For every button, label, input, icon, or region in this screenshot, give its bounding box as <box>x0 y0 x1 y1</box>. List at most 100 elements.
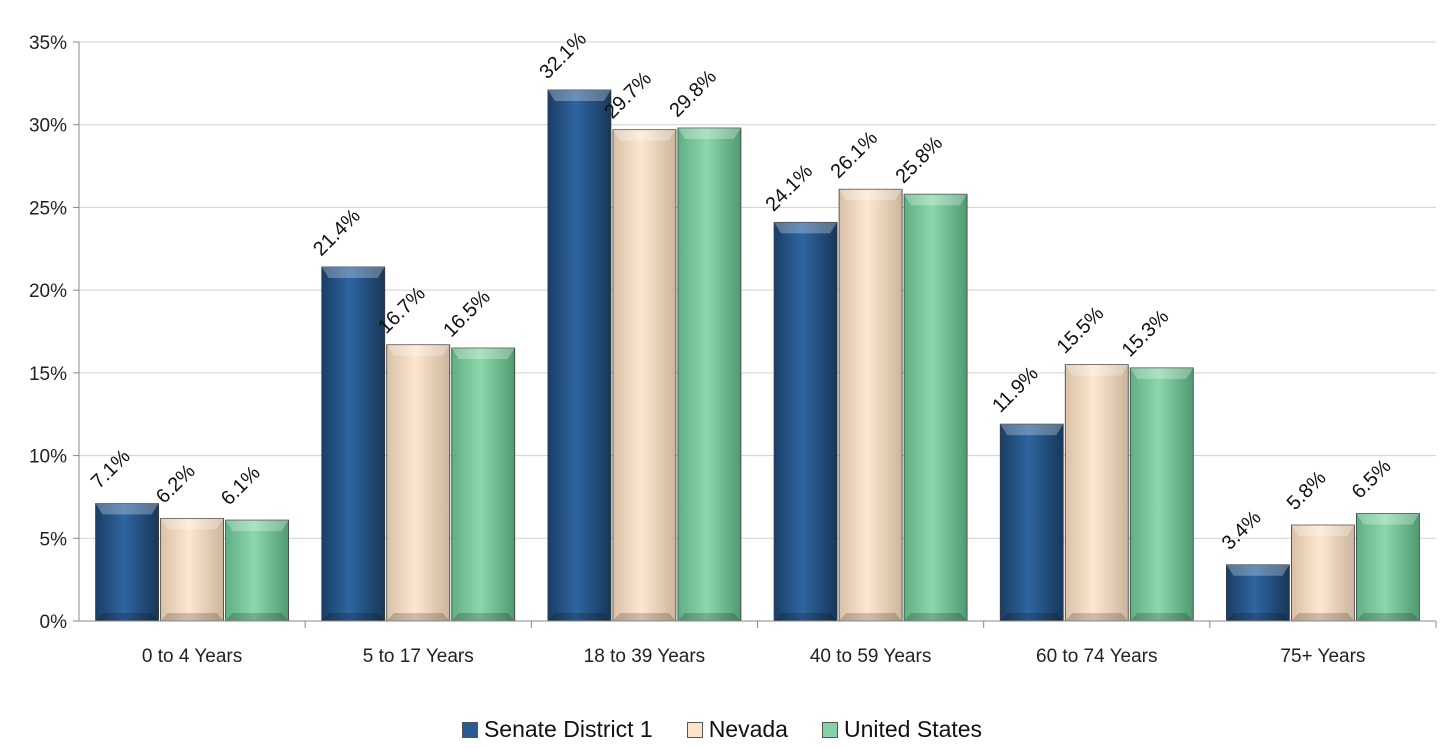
x-tick-label: 60 to 74 Years <box>1036 646 1158 667</box>
bar-body <box>160 518 224 622</box>
bar-body <box>1356 513 1420 622</box>
bar-bevel <box>612 129 676 141</box>
x-tick-label: 75+ Years <box>1280 646 1365 667</box>
bar-body <box>386 344 451 622</box>
y-tick-label: 35% <box>29 33 67 54</box>
bar-body <box>903 193 968 622</box>
bar <box>1291 524 1355 622</box>
bar <box>677 127 742 622</box>
bar <box>903 193 968 622</box>
age-distribution-chart: 0% 5% 10% 15% 20% 25% 30% 35% 7.1% 6.2% 6.1% 21.4%… <box>29 28 1437 667</box>
bar-bevel <box>1065 364 1129 376</box>
x-tick-label: 18 to 39 Years <box>584 646 706 667</box>
bar-shadow <box>904 613 968 621</box>
bar-bevel <box>386 344 450 356</box>
data-label: 6.2% <box>152 460 200 508</box>
data-label: 11.9% <box>988 362 1043 417</box>
legend-item: Nevada <box>686 716 788 743</box>
bar-shadow <box>547 613 611 621</box>
bar-shadow <box>95 613 159 621</box>
legend: Senate District 1 Nevada United States <box>0 716 1444 743</box>
bar-shadow <box>1356 613 1420 621</box>
data-label: 32.1% <box>535 28 591 84</box>
bar-bevel <box>1226 564 1290 576</box>
bar <box>225 519 289 622</box>
bar-body <box>999 423 1064 622</box>
bar-shadow <box>225 613 289 621</box>
bar-body <box>1064 364 1129 622</box>
data-label: 7.1% <box>87 445 135 493</box>
bar-bevel <box>225 520 289 532</box>
bar-shadow <box>1226 613 1290 621</box>
bar-bevel <box>1356 513 1420 525</box>
y-tick-label: 0% <box>40 612 68 633</box>
x-tick-label: 40 to 59 Years <box>810 646 932 667</box>
bar <box>95 503 159 622</box>
bar-bevel <box>839 189 903 201</box>
bar-body <box>225 519 289 622</box>
bar-body <box>1129 367 1194 622</box>
data-label: 6.5% <box>1348 455 1396 503</box>
data-label: 15.3% <box>1118 306 1174 362</box>
bar-bevel <box>774 222 838 234</box>
bar-bevel <box>677 128 741 140</box>
bar-body <box>773 221 838 622</box>
bar <box>773 221 838 622</box>
bar-body <box>1291 524 1355 622</box>
data-label: 15.5% <box>1053 302 1109 358</box>
bar <box>1226 564 1290 622</box>
bar <box>547 89 612 622</box>
bar <box>160 518 224 622</box>
data-label: 16.5% <box>439 286 495 342</box>
bar-shadow <box>839 613 903 621</box>
bar-bevel <box>1130 367 1194 379</box>
data-label: 6.1% <box>217 462 265 510</box>
bar <box>1064 364 1129 622</box>
data-label: 3.4% <box>1218 506 1266 554</box>
y-tick-label: 25% <box>29 198 67 219</box>
bar-bevel <box>160 518 224 530</box>
data-label: 29.8% <box>665 66 721 122</box>
legend-swatch <box>821 721 838 738</box>
bar-shadow <box>1291 613 1355 621</box>
legend-item: United States <box>821 716 983 743</box>
y-tick-label: 20% <box>29 281 67 302</box>
bar <box>321 266 386 622</box>
data-label: 21.4% <box>309 205 365 261</box>
bar-body <box>838 188 903 622</box>
bar-bevel <box>547 89 611 101</box>
y-tick-label: 30% <box>29 116 67 137</box>
bar <box>1356 513 1420 622</box>
bar-body <box>95 503 159 622</box>
legend-label: Senate District 1 <box>483 716 653 742</box>
data-label: 5.8% <box>1283 467 1331 515</box>
y-tick-label: 15% <box>29 364 67 385</box>
x-axis: 0 to 4 Years 5 to 17 Years 18 to 39 Years 4… <box>79 620 1437 667</box>
legend-swatch <box>461 721 478 738</box>
bar <box>1129 367 1194 622</box>
bar-shadow <box>386 613 450 621</box>
bar <box>386 344 451 622</box>
bar-shadow <box>612 613 676 621</box>
bar-shadow <box>160 613 224 621</box>
bar-body <box>612 129 677 622</box>
legend-swatch <box>686 721 703 738</box>
bar <box>999 423 1064 622</box>
legend-item: Senate District 1 <box>461 716 653 743</box>
bar-shadow <box>774 613 838 621</box>
bar-bevel <box>904 194 968 206</box>
bar-bevel <box>321 266 385 278</box>
bar-bevel <box>1291 525 1355 537</box>
x-tick-label: 0 to 4 Years <box>142 646 242 667</box>
data-label: 25.8% <box>892 132 948 188</box>
data-labels: 7.1% 6.2% 6.1%21.4%16.7% 16.5%32.1%29.7% 29.… <box>87 28 1396 555</box>
legend-label: United States <box>843 716 983 742</box>
bar <box>612 129 677 622</box>
gridlines <box>79 41 1436 539</box>
bar-shadow <box>1000 613 1064 621</box>
bar-body <box>321 266 386 622</box>
data-label: 26.1% <box>827 127 883 183</box>
bar-body <box>547 89 612 622</box>
bar-shadow <box>321 613 385 621</box>
bar-body <box>677 127 742 622</box>
